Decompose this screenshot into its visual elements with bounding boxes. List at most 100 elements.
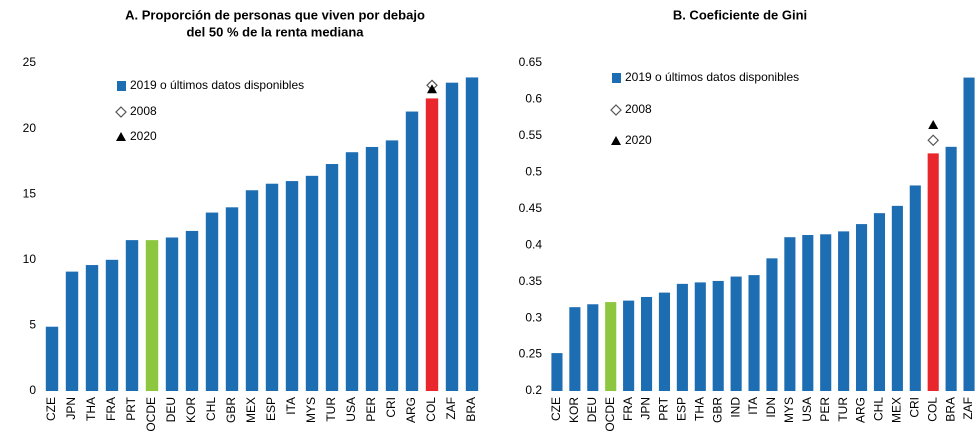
- bar: [640, 296, 653, 391]
- x-tick-label: FRA: [104, 397, 118, 421]
- bar: [245, 190, 259, 391]
- bar: [45, 326, 59, 391]
- y-tick-label: 25: [23, 55, 37, 69]
- x-tick-label: COL: [424, 397, 438, 422]
- marker-2020: [928, 119, 939, 129]
- x-tick-label: IND: [728, 397, 742, 418]
- bar: [569, 307, 581, 391]
- bar: [820, 234, 832, 391]
- x-tick-label: IDN: [764, 397, 778, 418]
- y-tick-label: 0.3: [525, 310, 542, 324]
- bar: [225, 207, 239, 391]
- marker-2008: [115, 106, 127, 118]
- x-tick-label: CRI: [384, 397, 398, 418]
- bar: [265, 183, 279, 391]
- bar: [802, 235, 814, 391]
- x-tick-label: THA: [692, 397, 706, 421]
- bar: [712, 280, 724, 391]
- y-tick-label: 0.4: [525, 237, 542, 251]
- x-tick-label: ITA: [746, 397, 760, 415]
- bar: [125, 240, 139, 391]
- y-tick-label: 0.55: [519, 128, 543, 142]
- bar: [285, 181, 299, 391]
- x-tick-label: USA: [344, 397, 358, 422]
- bar: [385, 140, 399, 391]
- x-tick-label: CZE: [549, 397, 563, 421]
- bar: [945, 146, 957, 391]
- bar: [587, 304, 599, 391]
- bar: [909, 185, 921, 391]
- bar: [205, 212, 219, 391]
- x-tick-label: OCDE: [144, 397, 158, 432]
- bar: [784, 237, 796, 391]
- bar: [145, 240, 159, 391]
- bar: [551, 353, 563, 391]
- x-tick-label: OCDE: [603, 397, 617, 432]
- legend-label: 2019 o últimos datos disponibles: [130, 78, 304, 92]
- y-tick-label: 0: [29, 383, 36, 397]
- x-tick-label: ARG: [404, 397, 418, 423]
- bar: [425, 98, 439, 391]
- x-tick-label: KOR: [567, 397, 581, 423]
- y-tick-label: 5: [29, 318, 36, 332]
- marker-2020: [427, 84, 437, 94]
- x-tick-label: BRA: [464, 397, 478, 422]
- x-tick-label: JPN: [64, 397, 78, 420]
- y-tick-label: 15: [23, 186, 37, 200]
- x-tick-label: GBR: [710, 397, 724, 423]
- x-tick-label: ESP: [264, 397, 278, 421]
- x-tick-label: PER: [818, 397, 832, 422]
- y-tick-label: 20: [23, 121, 37, 135]
- bar: [766, 258, 778, 391]
- x-tick-label: FRA: [621, 397, 635, 421]
- marker-2020: [116, 132, 126, 141]
- chart-title: del 50 % de la renta mediana: [186, 24, 364, 39]
- legend-label: 2019 o últimos datos disponibles: [625, 70, 799, 84]
- x-tick-label: TUR: [836, 397, 850, 422]
- bar: [855, 224, 868, 391]
- bar: [85, 265, 99, 391]
- legend-label: 2008: [130, 104, 157, 118]
- x-tick-label: BRA: [943, 397, 957, 422]
- x-tick-label: MYS: [304, 397, 318, 423]
- x-tick-label: KOR: [184, 397, 198, 423]
- bar: [694, 282, 706, 391]
- x-tick-label: JPN: [639, 397, 653, 420]
- y-tick-label: 0.5: [525, 165, 542, 179]
- bar: [445, 82, 459, 392]
- x-tick-label: PRT: [124, 396, 138, 420]
- bar: [623, 300, 635, 391]
- bar: [105, 259, 119, 391]
- x-tick-label: DEU: [585, 397, 599, 422]
- x-tick-label: PRT: [657, 396, 671, 420]
- x-tick-label: THA: [84, 397, 98, 421]
- y-tick-label: 0.6: [525, 92, 542, 106]
- x-tick-label: ZAF: [961, 397, 975, 420]
- x-tick-label: MEX: [890, 397, 904, 423]
- x-tick-label: USA: [800, 397, 814, 422]
- x-tick-label: CRI: [907, 397, 921, 418]
- chart-title: B. Coeficiente de Gini: [673, 7, 807, 22]
- x-tick-label: CHL: [872, 397, 886, 421]
- y-tick-label: 10: [23, 252, 37, 266]
- bar: [838, 231, 850, 391]
- x-tick-label: DEU: [164, 397, 178, 422]
- marker-2020: [611, 136, 621, 145]
- chart-title: A. Proporción de personas que viven por …: [125, 7, 425, 22]
- bar: [605, 302, 617, 391]
- bar: [365, 146, 379, 391]
- legend-label: 2008: [625, 102, 652, 116]
- bar: [658, 292, 671, 391]
- x-tick-label: ESP: [675, 397, 689, 421]
- bar: [873, 213, 886, 391]
- bar: [305, 175, 319, 391]
- y-tick-label: 0.25: [519, 347, 543, 361]
- x-tick-label: MYS: [782, 397, 796, 423]
- x-tick-label: MEX: [244, 397, 258, 423]
- bar: [927, 153, 939, 391]
- bar: [748, 275, 760, 391]
- x-tick-label: CZE: [44, 397, 58, 421]
- marker-2008: [610, 104, 622, 116]
- bar: [891, 205, 903, 391]
